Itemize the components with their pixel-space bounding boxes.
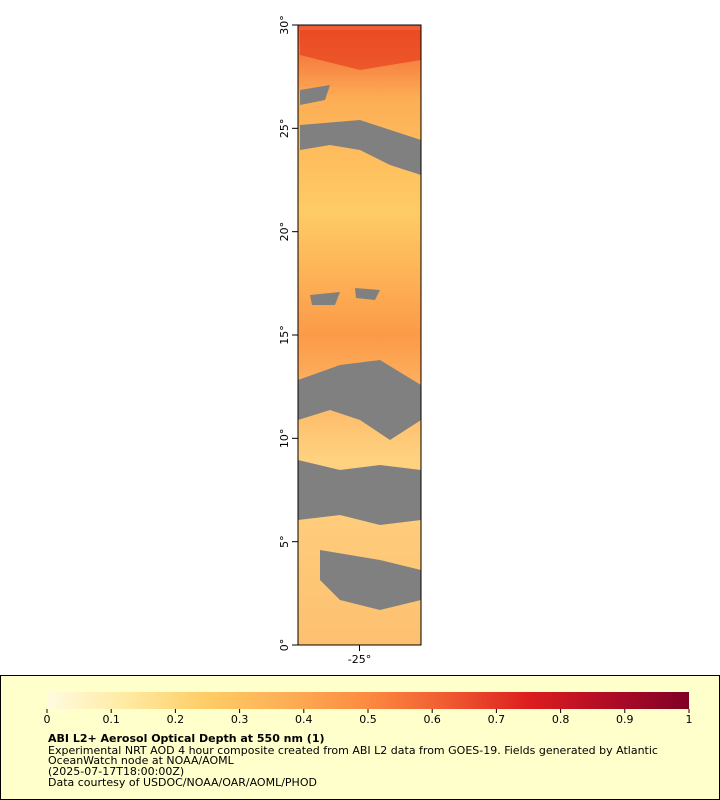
legend-line: (2025-07-17T18:00:00Z) bbox=[48, 765, 184, 778]
colorbar-tick-label: 0.1 bbox=[102, 713, 120, 726]
colorbar-tick-label: 0.9 bbox=[616, 713, 634, 726]
y-tick-label: 15° bbox=[278, 325, 291, 345]
map-image bbox=[298, 25, 421, 645]
x-tick-label: -25° bbox=[348, 653, 371, 666]
y-tick-label: 0° bbox=[278, 639, 291, 652]
legend-line: OceanWatch node at NOAA/AOML bbox=[48, 754, 235, 767]
y-tick-label: 5° bbox=[278, 535, 291, 548]
legend-title: ABI L2+ Aerosol Optical Depth at 550 nm … bbox=[48, 732, 325, 745]
colorbar-tick-label: 0.7 bbox=[488, 713, 506, 726]
colorbar-tick-label: 0.2 bbox=[167, 713, 185, 726]
colorbar-tick-label: 0.8 bbox=[552, 713, 570, 726]
colorbar-tick-label: 0.4 bbox=[295, 713, 313, 726]
y-tick-label: 10° bbox=[278, 429, 291, 449]
colorbar-tick-label: 0 bbox=[44, 713, 51, 726]
colorbar-tick-label: 0.5 bbox=[359, 713, 377, 726]
y-tick-label: 30° bbox=[278, 15, 291, 35]
colorbar bbox=[47, 692, 689, 709]
colorbar-tick-label: 1 bbox=[686, 713, 693, 726]
colorbar-tick-label: 0.3 bbox=[231, 713, 249, 726]
legend-line: Experimental NRT AOD 4 hour composite cr… bbox=[48, 744, 658, 757]
y-tick-label: 20° bbox=[278, 222, 291, 242]
legend-line: Data courtesy of USDOC/NOAA/OAR/AOML/PHO… bbox=[48, 776, 317, 789]
y-tick-label: 25° bbox=[278, 119, 291, 139]
colorbar-tick-label: 0.6 bbox=[423, 713, 441, 726]
